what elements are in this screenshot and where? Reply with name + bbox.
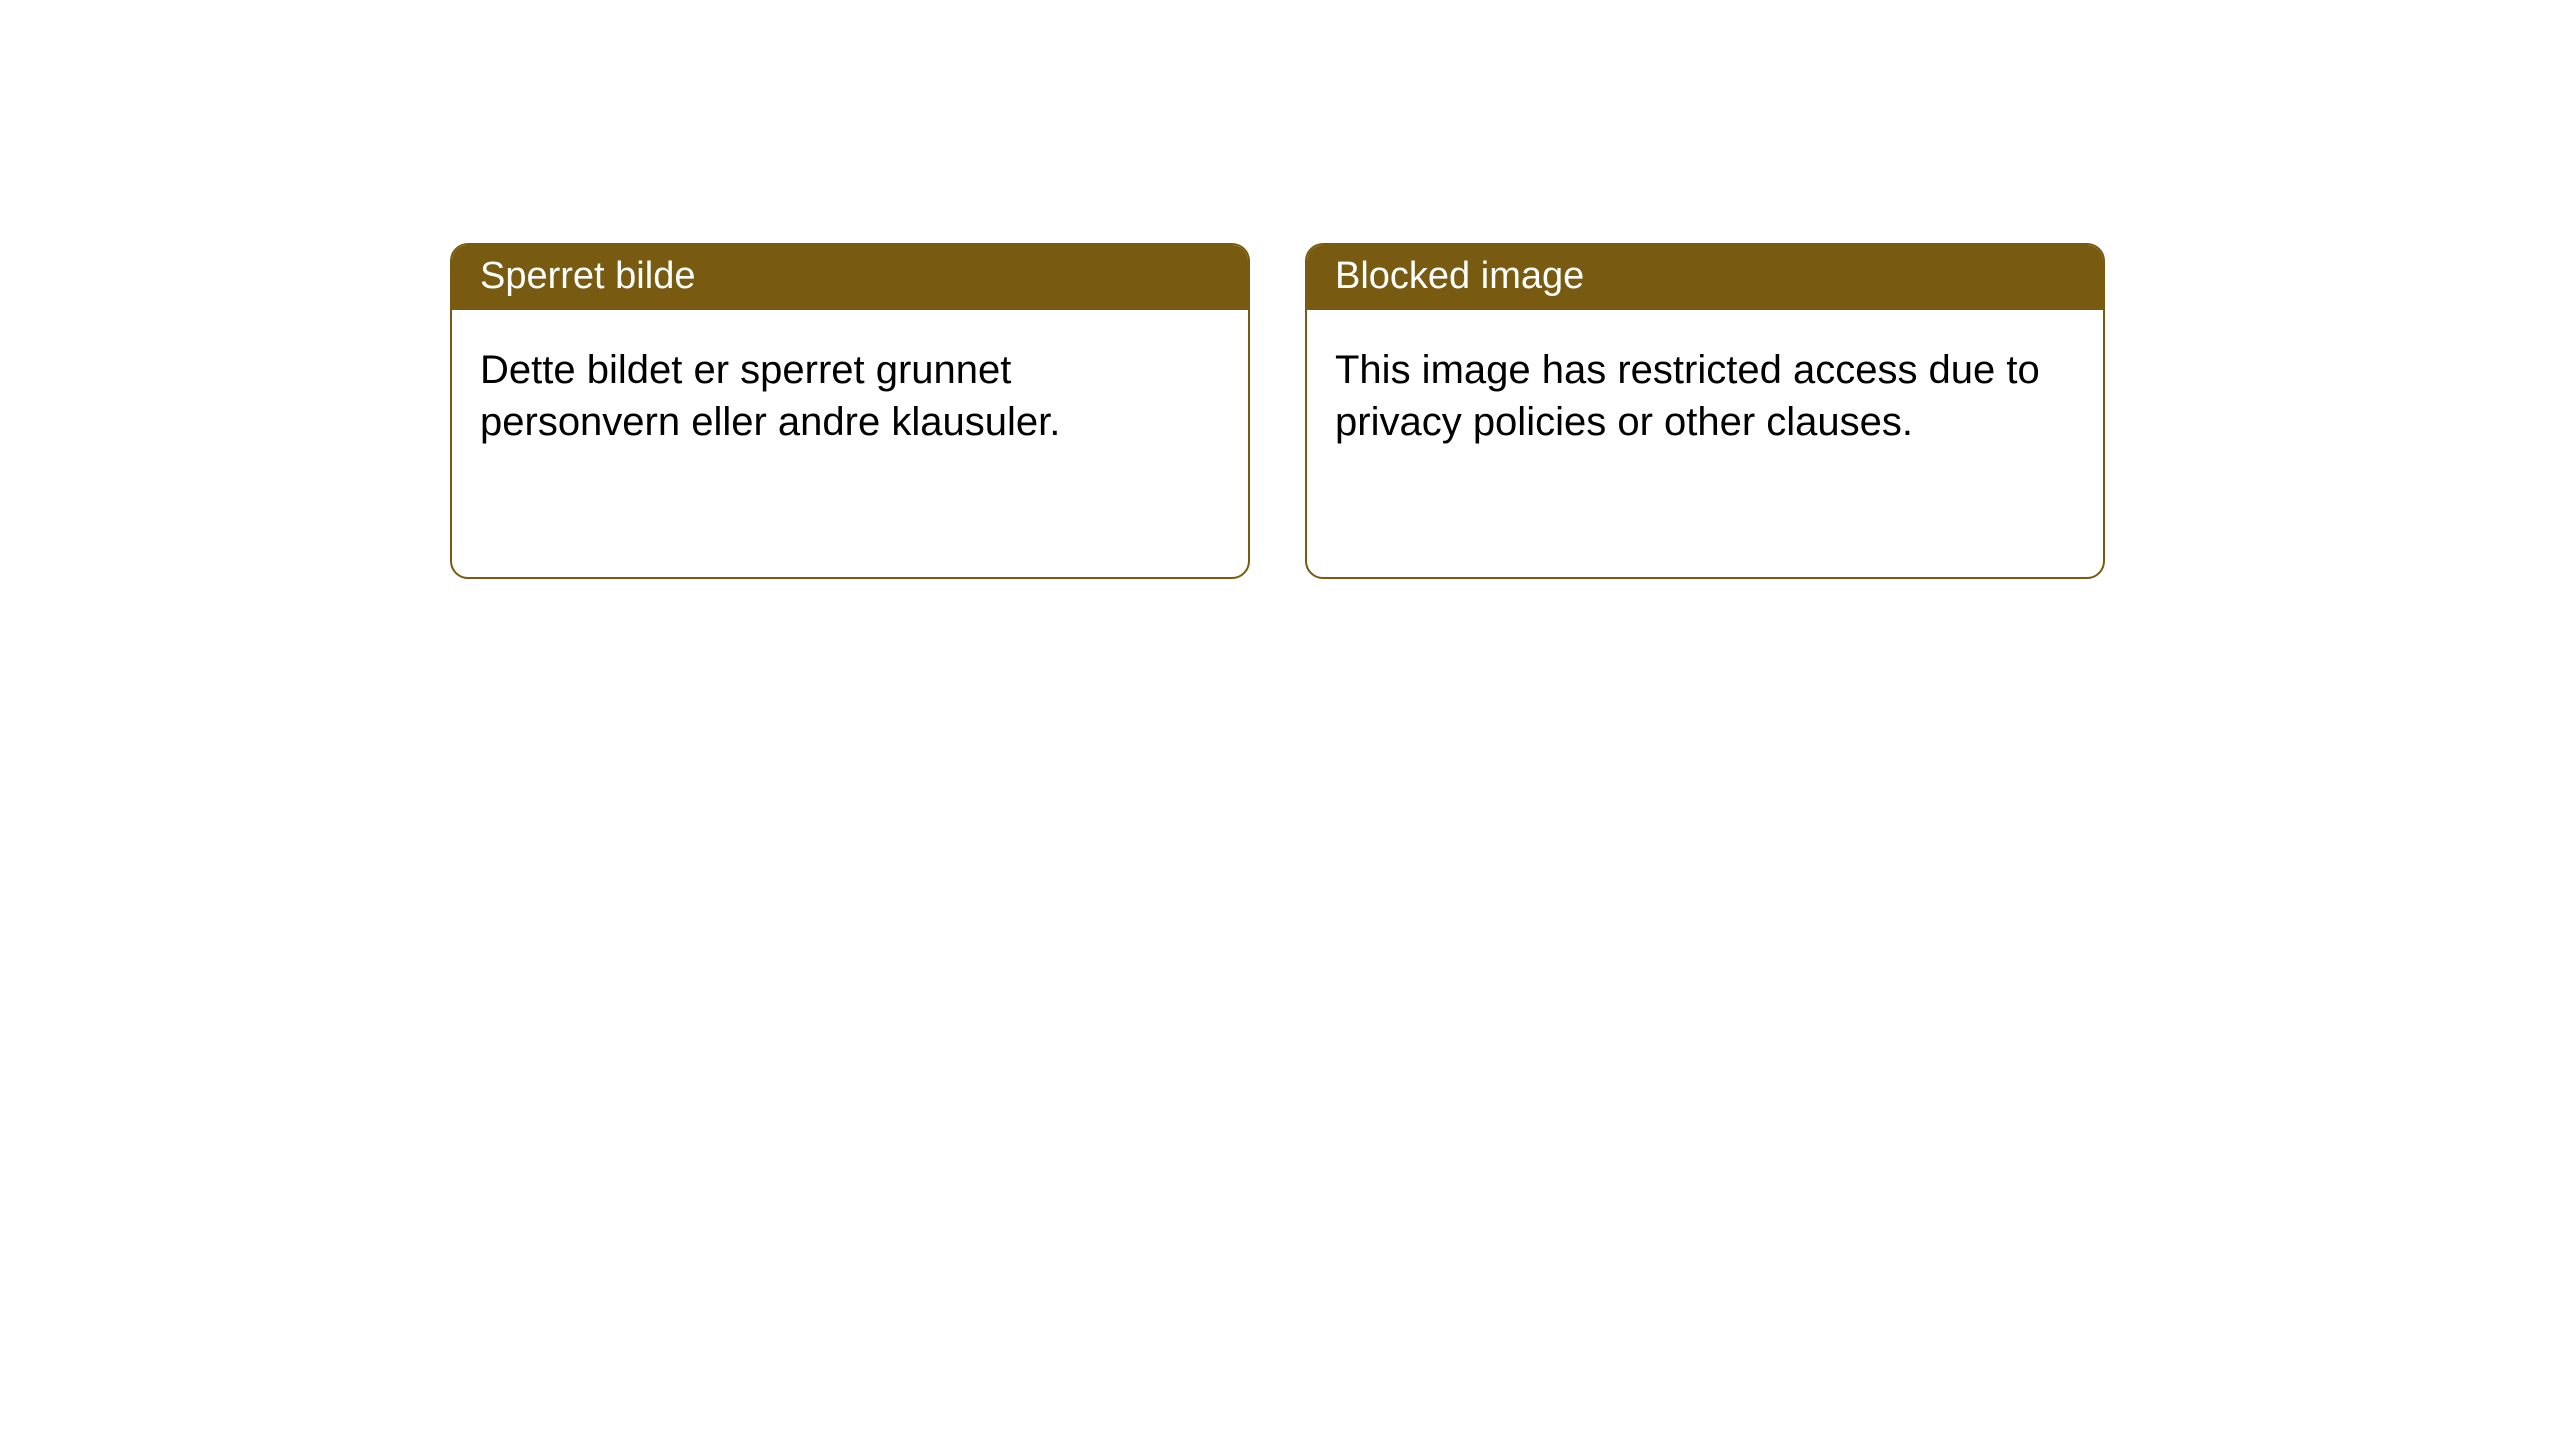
card-header: Blocked image bbox=[1307, 245, 2103, 310]
card-title-text: Blocked image bbox=[1335, 255, 1584, 297]
card-body: Dette bildet er sperret grunnet personve… bbox=[452, 310, 1248, 482]
card-body: This image has restricted access due to … bbox=[1307, 310, 2103, 482]
card-body-text: Dette bildet er sperret grunnet personve… bbox=[480, 348, 1060, 444]
card-header: Sperret bilde bbox=[452, 245, 1248, 310]
card-body-text: This image has restricted access due to … bbox=[1335, 348, 2040, 444]
blocked-image-card-en: Blocked image This image has restricted … bbox=[1305, 243, 2105, 579]
notice-container: Sperret bilde Dette bildet er sperret gr… bbox=[450, 243, 2105, 579]
blocked-image-card-no: Sperret bilde Dette bildet er sperret gr… bbox=[450, 243, 1250, 579]
card-title-text: Sperret bilde bbox=[480, 255, 695, 297]
